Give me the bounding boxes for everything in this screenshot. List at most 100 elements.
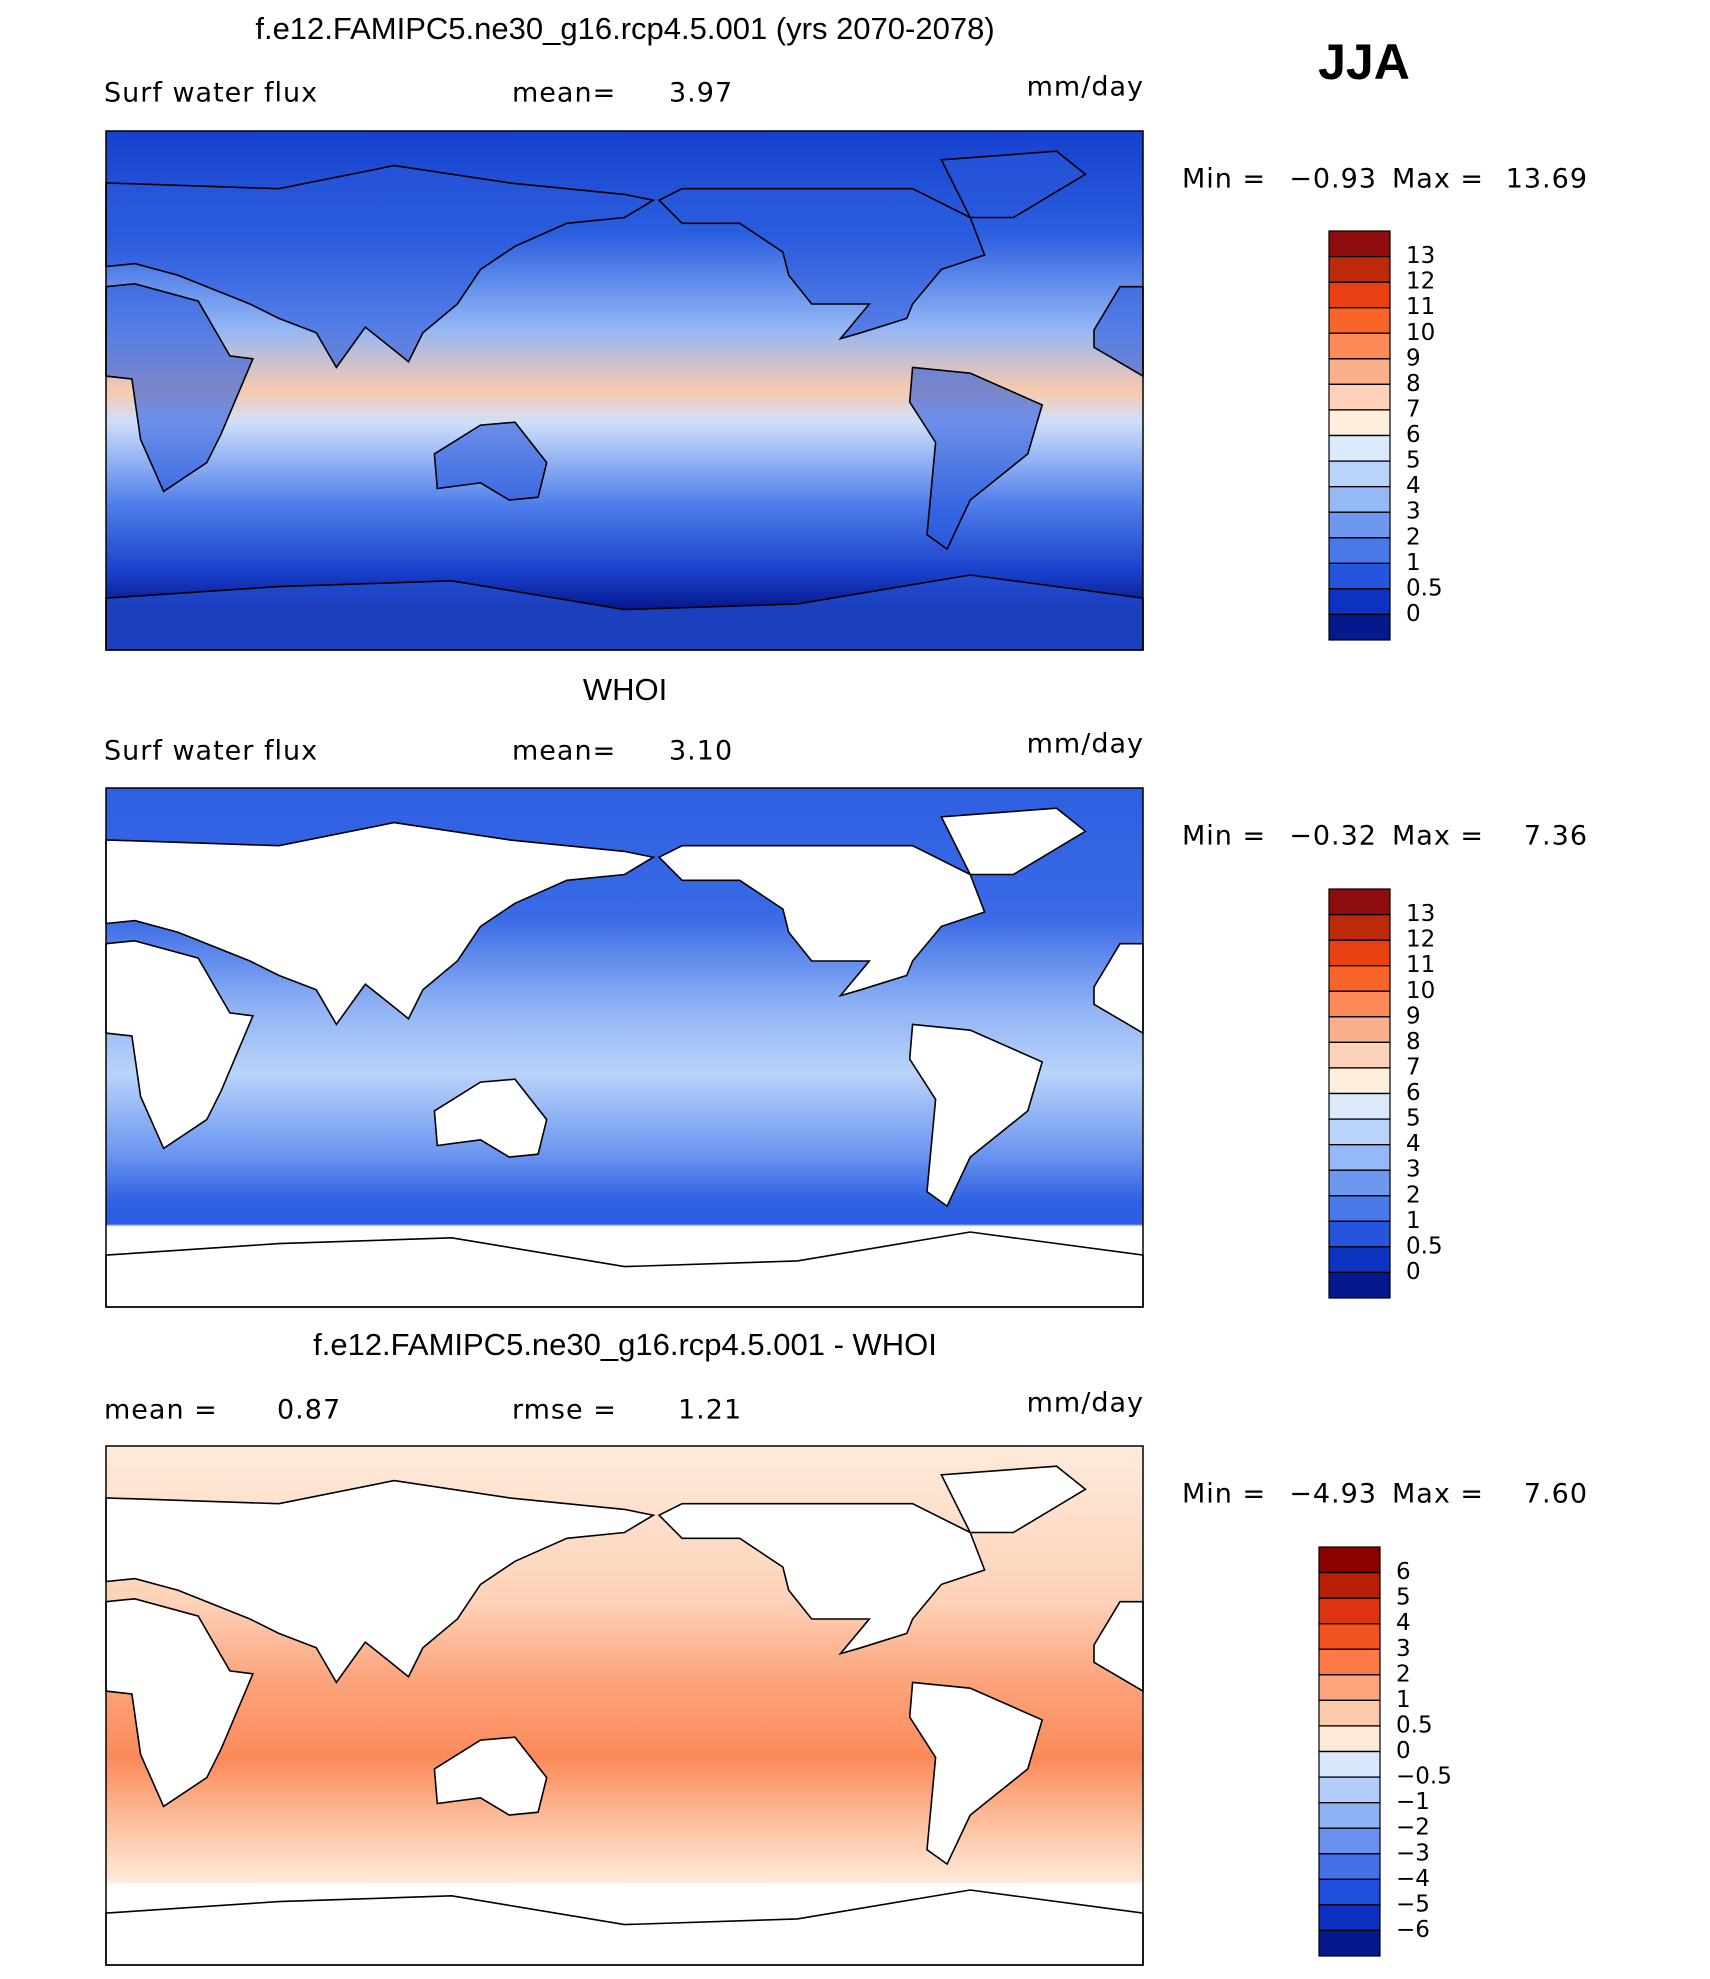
max-value: 7.36 [1524, 821, 1588, 852]
colorbar-box [1318, 1878, 1381, 1906]
colorbar-box [1318, 1776, 1381, 1804]
coastline [657, 1502, 986, 1656]
colorbar-label: 12 [1406, 269, 1435, 295]
stat-value: 0.87 [277, 1395, 341, 1426]
max-value: 7.60 [1524, 1479, 1588, 1510]
coastline [1093, 942, 1144, 1035]
min-value: −0.93 [1289, 164, 1377, 195]
colorbar-label: 0.5 [1406, 1233, 1443, 1259]
colorbar-label: 2 [1406, 524, 1421, 550]
stat-label: mean = [104, 1395, 218, 1426]
variable-label: Surf water flux [104, 736, 318, 767]
min-label: Min = [1182, 1479, 1266, 1510]
colorbar-box [1328, 1220, 1391, 1248]
colorbar-label: 5 [1406, 1106, 1421, 1132]
stat-label: mean= [512, 78, 616, 109]
colorbar-label: 10 [1406, 978, 1435, 1004]
coastline [105, 939, 255, 1150]
colorbar-box [1328, 358, 1391, 385]
colorbar-box [1328, 332, 1391, 360]
colorbar-label: 7 [1406, 1054, 1421, 1080]
colorbar-label: 8 [1406, 371, 1421, 397]
colorbar-box [1318, 1674, 1381, 1701]
colorbar-label: 9 [1406, 345, 1421, 371]
min-label: Min = [1182, 821, 1266, 852]
colorbar-label: −5 [1396, 1891, 1430, 1917]
colorbar-box [1328, 460, 1391, 488]
colorbar-box [1318, 1648, 1381, 1676]
colorbar-box [1328, 537, 1391, 564]
colorbar-box [1328, 888, 1391, 916]
colorbar-label: 0.5 [1396, 1712, 1433, 1738]
colorbar-label: 4 [1406, 473, 1421, 499]
colorbar-box [1318, 1853, 1381, 1880]
max-label: Max = [1392, 821, 1484, 852]
units-label: mm/day [1027, 729, 1144, 760]
season-label: JJA [1318, 34, 1410, 90]
colorbar-box [1328, 486, 1391, 513]
colorbar-box [1328, 939, 1391, 967]
colorbar-label: −2 [1396, 1815, 1430, 1841]
colorbar-label: 5 [1396, 1585, 1411, 1611]
colorbar-box [1328, 511, 1391, 539]
colorbar-box [1328, 383, 1391, 411]
colorbar-label: 2 [1406, 1182, 1421, 1208]
coastline [105, 282, 255, 493]
colorbar-label: 7 [1406, 396, 1421, 422]
colorbar-label: 6 [1406, 422, 1421, 448]
colorbar-box [1318, 1929, 1381, 1957]
coastline [908, 366, 1044, 551]
colorbar-box [1328, 1195, 1391, 1222]
coastline [657, 844, 986, 998]
panel-title: f.e12.FAMIPC5.ne30_g16.rcp4.5.001 - WHOI [313, 1327, 937, 1362]
colorbar-label: 3 [1406, 499, 1421, 525]
colorbar-box [1318, 1802, 1381, 1829]
coastline [940, 807, 1087, 876]
colorbar-box [1328, 1144, 1391, 1171]
variable-label: Surf water flux [104, 78, 318, 109]
colorbar-box [1328, 1092, 1391, 1120]
coastline [1093, 285, 1144, 378]
colorbar-label: 0.5 [1406, 575, 1443, 601]
colorbar-box [1328, 230, 1391, 258]
colorbar-label: 0 [1406, 1259, 1421, 1285]
map-frame [105, 1445, 1144, 1966]
colorbar-label: 2 [1396, 1661, 1411, 1687]
stat-value: 1.21 [678, 1395, 742, 1426]
min-label: Min = [1182, 164, 1266, 195]
map [105, 130, 1144, 651]
coastline [908, 1023, 1044, 1208]
colorbar-box [1328, 990, 1391, 1018]
coastline [105, 1597, 255, 1808]
colorbar-label: 6 [1406, 1080, 1421, 1106]
colorbar-box [1318, 1750, 1381, 1778]
colorbar-box [1328, 1016, 1391, 1043]
colorbar-box [1318, 1623, 1381, 1650]
coastline [940, 150, 1087, 219]
colorbar-label: −4 [1396, 1866, 1430, 1892]
max-label: Max = [1392, 164, 1484, 195]
colorbar-box [1328, 307, 1391, 334]
colorbar-label: 1 [1406, 550, 1421, 576]
colorbar-label: 4 [1406, 1131, 1421, 1157]
colorbar-label: 1 [1396, 1687, 1411, 1713]
colorbar-box [1328, 434, 1391, 462]
colorbar-box [1318, 1699, 1381, 1727]
colorbar-box [1328, 562, 1391, 590]
colorbar-box [1328, 409, 1391, 437]
max-value: 13.69 [1506, 164, 1588, 195]
colorbar-box [1318, 1597, 1381, 1625]
coastline [657, 187, 986, 341]
colorbar-label: 1 [1406, 1208, 1421, 1234]
colorbar-box [1328, 281, 1391, 309]
coastline [433, 1736, 548, 1816]
colorbar-label: 6 [1396, 1559, 1411, 1585]
map-frame [105, 130, 1144, 651]
colorbar-label: 3 [1406, 1157, 1421, 1183]
colorbar-label: 11 [1406, 952, 1435, 978]
colorbar-label: 0 [1396, 1738, 1411, 1764]
colorbar-box [1328, 588, 1391, 616]
colorbar-box [1328, 1118, 1391, 1146]
max-label: Max = [1392, 1479, 1484, 1510]
coastline [433, 421, 548, 501]
